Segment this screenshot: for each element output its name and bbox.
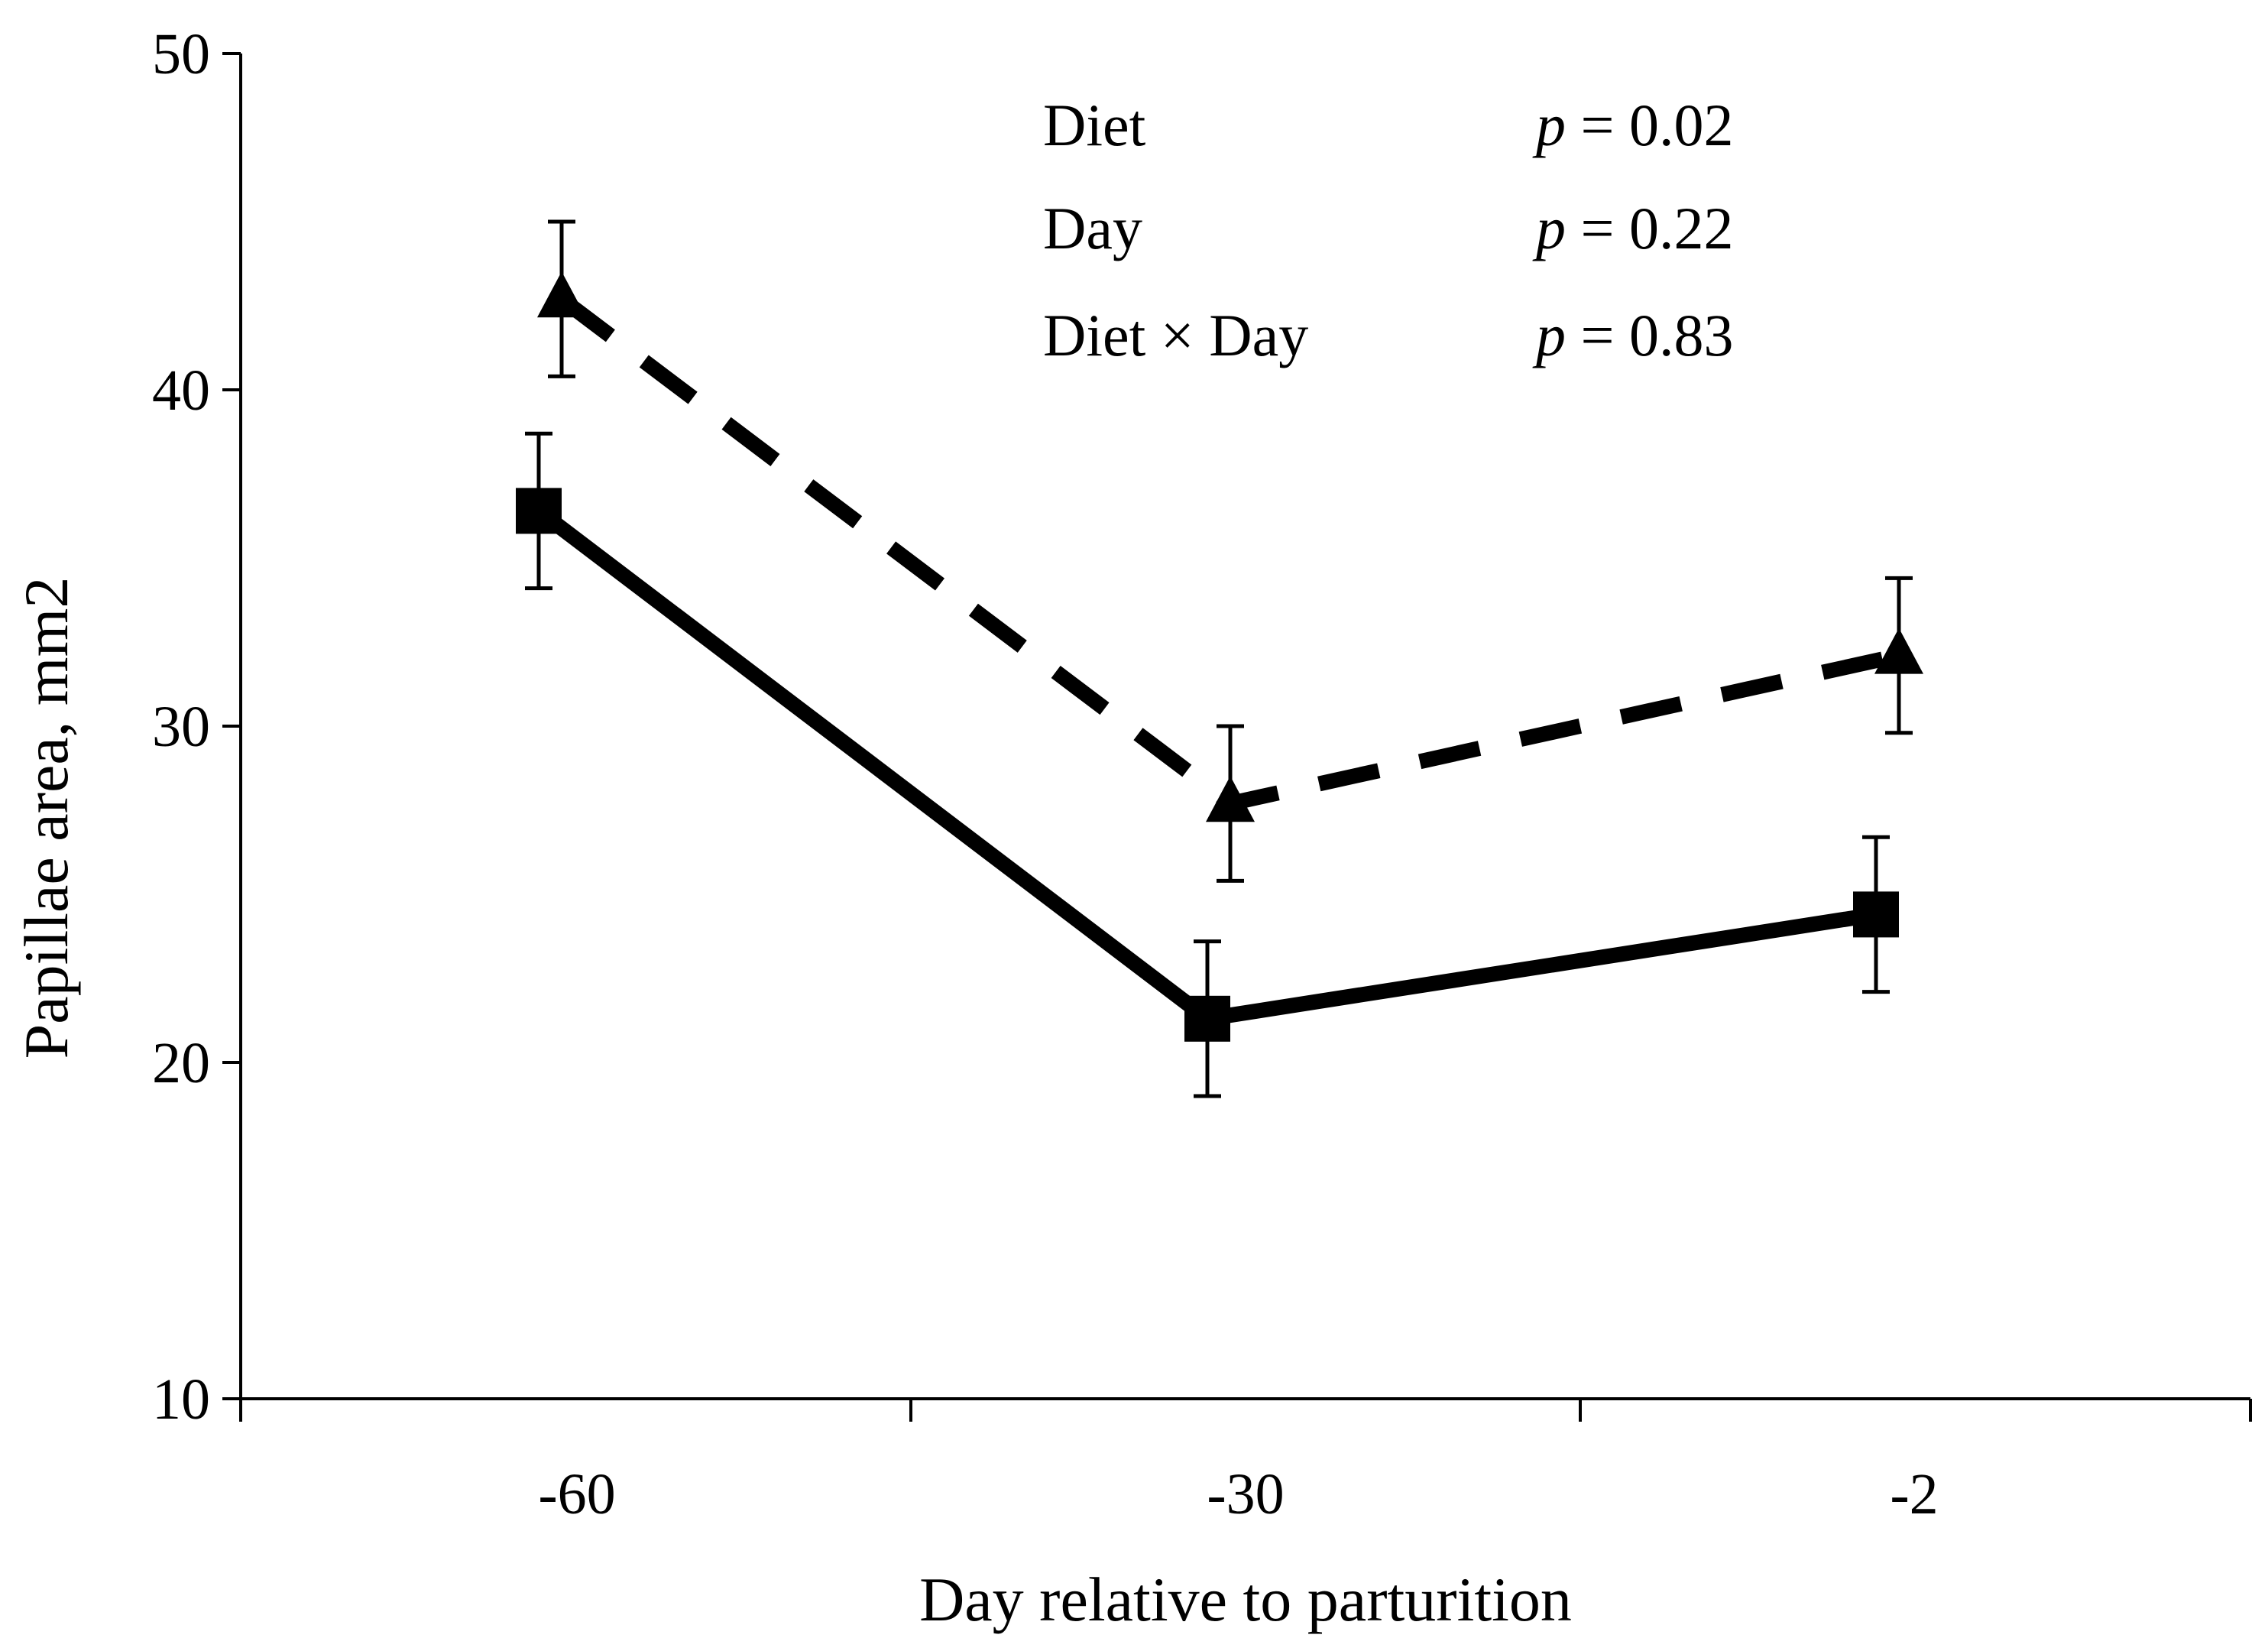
- data-point-square: [1853, 891, 1899, 938]
- series-triangle: [537, 219, 1923, 883]
- x-axis-ticks: -60 -30 -2: [239, 1399, 2252, 1526]
- annotation-p-number: = 0.83: [1566, 302, 1734, 368]
- annotation-p-symbol: p: [1532, 195, 1566, 261]
- y-axis-ticks: 10 20 30 40 50: [152, 22, 241, 1432]
- annotation-p-number: = 0.22: [1566, 195, 1734, 261]
- x-tick-label: -2: [1890, 1462, 1938, 1526]
- annotation-term: Diet × Day: [1043, 302, 1308, 368]
- series-square: [516, 431, 1899, 1098]
- y-tick-label: 50: [152, 22, 210, 86]
- x-axis-title: Day relative to parturition: [919, 1565, 1572, 1634]
- annotation-p-value: p = 0.02: [1532, 92, 1734, 158]
- data-point-triangle: [1874, 628, 1923, 674]
- data-point-triangle: [1206, 776, 1255, 822]
- y-axis-title: Papillae area, mm2: [11, 577, 81, 1059]
- annotation-p-symbol: p: [1532, 302, 1566, 368]
- stats-annotations: Diet p = 0.02 Day p = 0.22 Diet × Day p = 0.8…: [1043, 92, 1734, 368]
- data-point-square: [1184, 995, 1230, 1042]
- y-tick-label: 30: [152, 695, 210, 759]
- data-point-triangle: [537, 271, 586, 318]
- x-tick-label: -30: [1207, 1462, 1284, 1526]
- y-tick-label: 40: [152, 358, 210, 423]
- annotation-term: Diet: [1043, 92, 1146, 158]
- series-layer: [516, 219, 1923, 1098]
- axes: [239, 54, 2250, 1400]
- y-tick-label: 20: [152, 1031, 210, 1095]
- x-tick-label: -60: [538, 1462, 615, 1526]
- annotation-p-value: p = 0.83: [1532, 302, 1734, 368]
- annotation-p-symbol: p: [1532, 92, 1566, 158]
- annotation-p-value: p = 0.22: [1532, 195, 1734, 261]
- annotation-p-number: = 0.02: [1566, 92, 1734, 158]
- annotation-term: Day: [1043, 195, 1142, 261]
- data-point-square: [516, 488, 562, 534]
- y-tick-label: 10: [152, 1367, 210, 1432]
